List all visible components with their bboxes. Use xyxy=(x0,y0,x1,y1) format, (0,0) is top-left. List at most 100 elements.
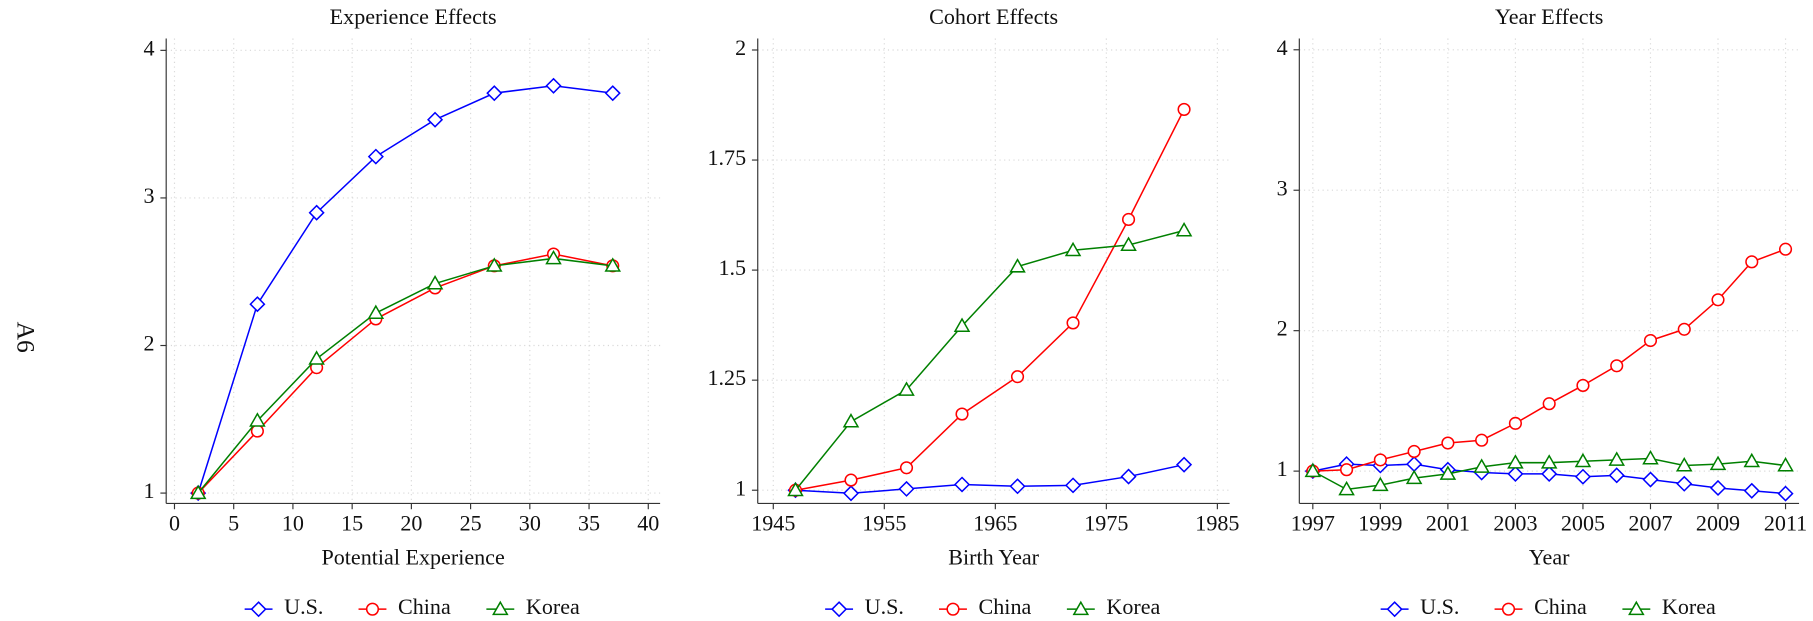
marker xyxy=(427,111,444,128)
x-axis-label: Potential Experience xyxy=(321,544,504,569)
x-tick-label: 2007 xyxy=(1628,511,1672,536)
x-tick-label: 1999 xyxy=(1358,511,1402,536)
marker xyxy=(1542,397,1556,411)
marker xyxy=(1407,444,1421,459)
marker xyxy=(1541,465,1558,482)
marker xyxy=(1373,453,1387,467)
marker xyxy=(1507,465,1524,482)
marker xyxy=(1711,293,1725,307)
x-tick-label: 2011 xyxy=(1764,511,1807,536)
x-tick-label: 30 xyxy=(519,511,541,536)
x-tick-label: 0 xyxy=(169,511,180,536)
marker xyxy=(1643,333,1658,348)
marker xyxy=(308,350,325,365)
legend-marker xyxy=(831,601,848,618)
marker xyxy=(1340,463,1354,477)
y-tick-label: 4 xyxy=(1277,35,1288,60)
marker xyxy=(1642,449,1659,465)
page-label: A6 xyxy=(11,322,40,353)
x-tick-label: 1945 xyxy=(751,511,795,536)
series-line xyxy=(197,253,613,494)
y-tick-label: 1.75 xyxy=(707,145,746,170)
marker xyxy=(898,381,915,396)
x-tick-label: 2009 xyxy=(1696,511,1740,536)
x-tick-label: 1997 xyxy=(1291,511,1335,536)
chart-title: Year Effects xyxy=(1495,4,1603,29)
marker xyxy=(367,304,385,320)
marker xyxy=(1177,102,1191,116)
y-tick-label: 3 xyxy=(1277,175,1288,200)
marker xyxy=(1338,480,1355,496)
series-line xyxy=(197,85,613,494)
legend-marker xyxy=(1628,600,1645,616)
marker xyxy=(1175,221,1193,237)
y-tick-label: 3 xyxy=(144,183,155,208)
marker xyxy=(1507,454,1524,469)
marker xyxy=(1743,452,1761,468)
marker xyxy=(1709,455,1727,471)
marker xyxy=(898,480,915,497)
marker xyxy=(1709,479,1727,497)
marker xyxy=(308,204,325,221)
y-tick-label: 1.25 xyxy=(707,365,746,390)
marker xyxy=(953,317,971,332)
marker xyxy=(955,407,969,421)
legend-marker xyxy=(1501,602,1516,616)
chart-title: Experience Effects xyxy=(330,4,497,29)
marker xyxy=(1441,436,1455,450)
marker xyxy=(545,249,562,265)
marker xyxy=(842,413,860,428)
marker xyxy=(1439,465,1457,480)
marker xyxy=(1121,212,1136,227)
legend-label: China xyxy=(1534,594,1587,619)
legend-label: Korea xyxy=(526,594,580,619)
y-tick-label: 1.5 xyxy=(719,255,747,280)
x-tick-label: 10 xyxy=(282,511,304,536)
marker xyxy=(189,484,207,500)
marker xyxy=(249,296,266,313)
marker xyxy=(1574,452,1592,468)
x-tick-label: 35 xyxy=(578,511,600,536)
x-tick-label: 20 xyxy=(400,511,422,536)
marker xyxy=(899,461,914,475)
x-tick-label: 1975 xyxy=(1084,511,1128,536)
marker xyxy=(1475,433,1489,447)
marker xyxy=(1540,454,1558,469)
marker xyxy=(1642,471,1659,488)
marker xyxy=(1777,485,1794,502)
marker xyxy=(250,424,264,438)
legend-label: Korea xyxy=(1662,594,1716,619)
marker xyxy=(1576,378,1590,393)
legend-marker xyxy=(1386,601,1403,618)
marker xyxy=(1610,359,1624,373)
marker xyxy=(1405,469,1423,485)
y-tick-label: 1 xyxy=(735,475,746,500)
marker xyxy=(1608,467,1625,484)
marker xyxy=(1372,476,1389,492)
y-tick-label: 1 xyxy=(1277,456,1288,481)
x-tick-label: 25 xyxy=(460,511,482,536)
marker xyxy=(1778,242,1793,256)
x-tick-label: 1955 xyxy=(862,511,906,536)
y-tick-label: 2 xyxy=(735,35,746,60)
marker xyxy=(1777,457,1794,472)
legend-marker xyxy=(492,600,509,616)
marker xyxy=(1473,458,1490,473)
y-tick-label: 1 xyxy=(144,478,155,503)
marker xyxy=(1010,370,1025,384)
y-tick-label: 2 xyxy=(1277,316,1288,341)
series-line xyxy=(795,109,1185,491)
series-line xyxy=(1312,248,1786,472)
legend-marker xyxy=(365,602,380,616)
x-tick-label: 1965 xyxy=(973,511,1017,536)
legend-label: Korea xyxy=(1106,594,1160,619)
marker xyxy=(1508,416,1522,430)
marker xyxy=(1743,482,1760,499)
x-axis-label: Birth Year xyxy=(948,544,1039,569)
x-tick-label: 2001 xyxy=(1426,511,1470,536)
marker xyxy=(1066,316,1080,330)
legend-label: U.S. xyxy=(1420,594,1459,619)
series-line xyxy=(795,463,1185,495)
marker xyxy=(1064,241,1082,257)
